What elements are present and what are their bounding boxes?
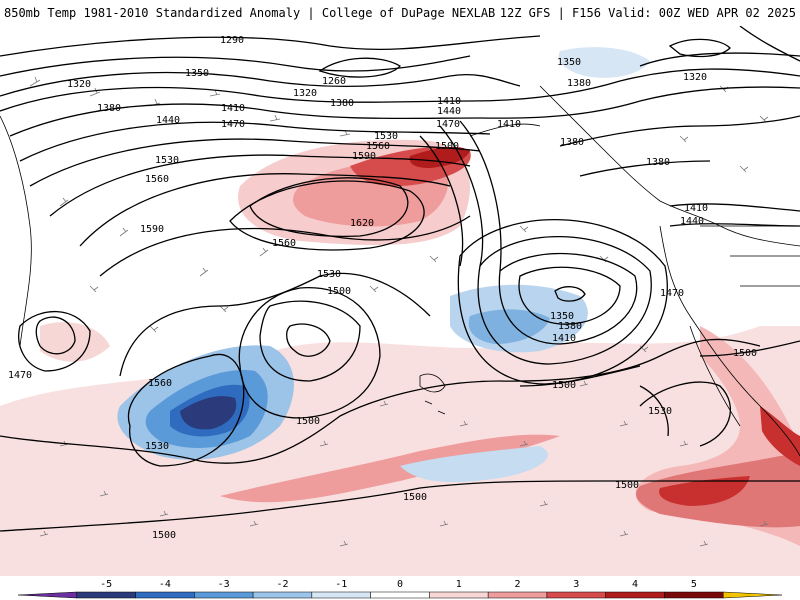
colorbar-swatch [194,591,254,599]
colorbar-swatch [76,591,136,599]
colorbar-tick-label: -3 [218,579,230,590]
contour-label: 1500 [403,492,427,503]
colorbar-tick-label: 1 [456,579,462,590]
contour-label: 1440 [437,106,461,117]
contour-label: 1440 [156,115,180,126]
colorbar-svg: -5 -4 -3 -2 -1 0 1 2 3 4 5 [17,579,783,599]
contour-label: 1380 [560,137,584,148]
contour-label: 1410 [221,103,245,114]
colorbar-swatch [252,591,313,599]
contour-label: 1380 [330,98,354,109]
colorbar-tick-label: 2 [515,579,521,590]
colorbar-tick-label: 4 [632,579,638,590]
contour-label: 1380 [567,78,591,89]
colorbar-swatch [370,591,430,599]
contour-label: 1410 [437,96,461,107]
contour-label: 1410 [684,203,708,214]
contour-label: 1320 [683,72,707,83]
contour-label: 1350 [557,57,581,68]
contour-label: 1470 [221,119,245,130]
anomaly-colorbar: -5 -4 -3 -2 -1 0 1 2 3 4 5 [0,576,800,600]
cold-anomaly-shading [117,47,650,483]
colorbar-swatch [311,591,371,599]
contour-label: 1410 [552,333,576,344]
colorbar-swatch [135,591,195,599]
contour-label: 1530 [145,441,169,452]
contour-label: 1530 [648,406,672,417]
colorbar-tick-label: -5 [100,579,112,590]
colorbar-swatch [487,591,548,599]
contour-label: 1500 [152,530,176,541]
contour-label: 1560 [272,238,296,249]
contour-label: 1470 [8,370,32,381]
contour-label: 1470 [660,288,684,299]
colorbar-swatch [429,591,489,599]
contour-label: 1320 [293,88,317,99]
colorbar-tick-label: -4 [159,579,171,590]
contour-label: 1500 [435,141,459,152]
contour-label: 1620 [350,218,374,229]
contour-label: 1590 [140,224,164,235]
header-bar: 850mb Temp 1981-2010 Standardized Anomal… [0,0,800,26]
height-contours [0,26,800,532]
model-valid-time: 12Z GFS | F156 Valid: 00Z WED APR 02 202… [499,6,796,20]
contour-label: 1350 [550,311,574,322]
map-title: 850mb Temp 1981-2010 Standardized Anomal… [4,6,496,20]
colorbar-swatch [17,591,78,599]
contour-label: 1380 [558,321,582,332]
contour-label: 1410 [497,119,521,130]
contour-label: 1350 [185,68,209,79]
anomaly-map: 1290 1350 1260 1320 1320 1380 1380 1440 … [0,26,800,576]
coastlines [0,85,800,457]
contour-labels: 1290 1350 1260 1320 1320 1380 1380 1440 … [8,35,757,541]
contour-label: 1500 [552,380,576,391]
contour-label: 1560 [366,141,390,152]
contour-label: 1530 [374,131,398,142]
colorbar-swatch [722,591,783,599]
contour-label: 1530 [155,155,179,166]
contour-label: 1470 [436,119,460,130]
contour-label: 1440 [680,216,704,227]
contour-label: 1500 [296,416,320,427]
colorbar-swatch [664,591,724,599]
colorbar-tick-label: 5 [691,579,697,590]
contour-label: 1320 [67,79,91,90]
contour-label: 1500 [733,348,757,359]
contour-label: 1260 [322,76,346,87]
colorbar-tick-label: 3 [573,579,579,590]
wind-barbs [29,76,769,547]
contour-label: 1380 [97,103,121,114]
contour-label: 1560 [148,378,172,389]
contour-label: 1500 [327,286,351,297]
contour-label: 1500 [615,480,639,491]
colorbar-tick-label: -2 [276,579,288,590]
contour-label: 1530 [317,269,341,280]
colorbar-swatch [605,591,665,599]
contour-label: 1590 [352,151,376,162]
contour-label: 1290 [220,35,244,46]
contour-label: 1560 [145,174,169,185]
warm-anomaly-shading [0,139,800,576]
contour-label: 1380 [646,157,670,168]
colorbar-tick-label: 0 [397,579,403,590]
colorbar-tick-label: -1 [335,579,347,590]
colorbar-swatch [546,591,606,599]
